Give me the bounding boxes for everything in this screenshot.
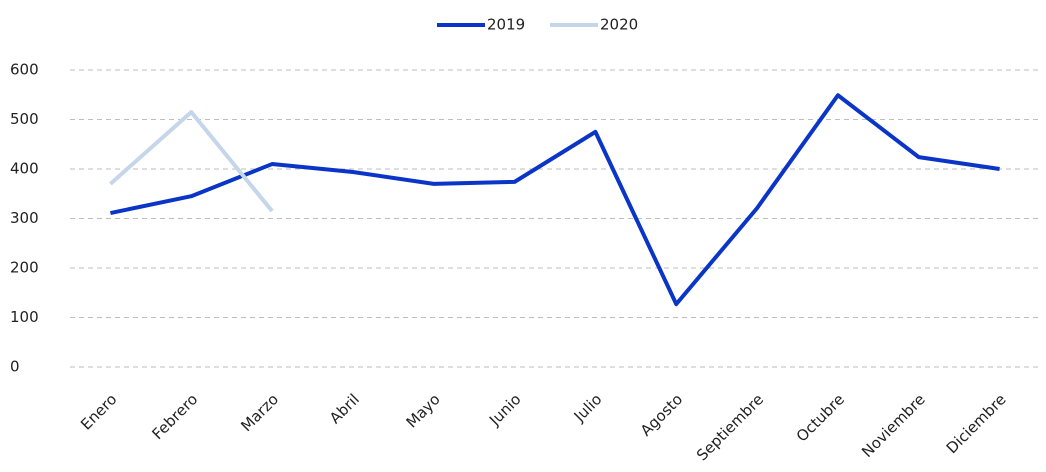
series-line (109, 110, 274, 213)
x-tick-label: Abril (326, 390, 363, 427)
x-tick-label: Septiembre (693, 390, 767, 464)
y-tick-label: 300 (10, 209, 39, 227)
x-tick-label: Junio (485, 390, 524, 429)
legend-label: 2020 (600, 16, 638, 34)
x-tick-label: Enero (77, 390, 120, 433)
y-tick-label: 400 (10, 160, 39, 178)
x-tick-label: Julio (570, 390, 606, 426)
series-line (110, 93, 1000, 307)
x-tick-label: Octubre (793, 390, 848, 445)
x-tick-label: Diciembre (943, 390, 1010, 457)
x-tick-label: Agosto (637, 390, 686, 439)
y-tick-label: 200 (10, 259, 39, 277)
y-tick-label: 0 (10, 358, 20, 376)
x-tick-label: Febrero (148, 390, 201, 443)
x-tick-label: Mayo (403, 390, 444, 431)
y-tick-label: 500 (10, 110, 39, 128)
x-tick-label: Marzo (237, 390, 282, 435)
legend-label: 2019 (487, 16, 525, 34)
y-tick-label: 100 (10, 308, 39, 326)
y-tick-label: 600 (10, 61, 39, 79)
x-tick-label: Noviembre (858, 390, 929, 461)
